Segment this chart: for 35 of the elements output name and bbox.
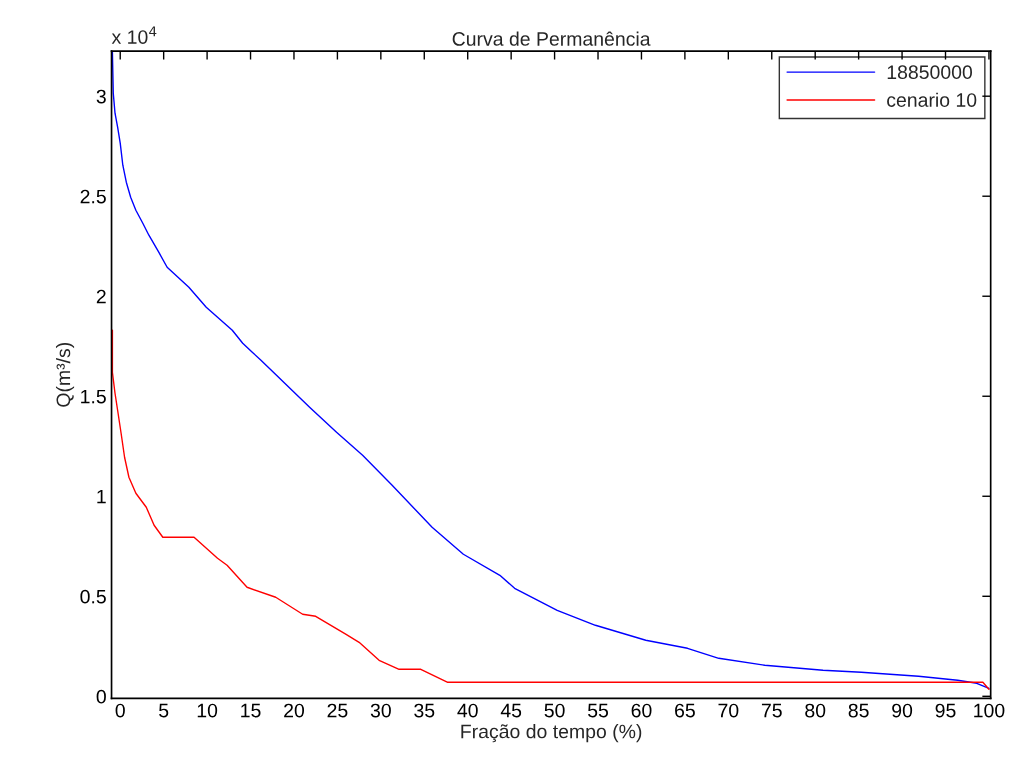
x-tick-label: 90 [892,703,913,718]
x-tick-label: 55 [587,703,609,718]
x-tick-label: 100 [974,703,1005,718]
x-tick-label: 5 [159,703,169,718]
y-axis-title: Q(m³/s) [55,343,75,407]
x-tick-label: 15 [241,703,261,718]
x-tick-label: 10 [197,703,218,718]
legend-label: cenario 10 [887,92,977,107]
y-tick-label: 0.5 [80,589,106,604]
y-tick-label: 2 [96,289,106,304]
y-tick-label: 2.5 [80,189,106,204]
x-axis-title: Fração do tempo (%) [461,724,642,743]
x-tick-label: 45 [500,703,522,718]
x-tick-label: 50 [544,703,565,718]
x-tick-label: 75 [761,703,782,718]
y-tick-label: 0 [96,689,106,704]
x-tick-label: 20 [284,703,305,718]
x-tick-label: 35 [414,703,435,718]
x-tick-label: 80 [805,703,826,718]
x-tick-label: 40 [457,703,478,718]
y-tick-label: 3 [96,89,106,104]
x-tick-label: 85 [848,703,869,718]
x-tick-label: 25 [327,703,348,718]
x-tick-label: 30 [370,703,391,718]
text: x 10$^{4}$ [111,26,157,44]
x-tick-label: 70 [718,703,739,718]
x-tick-label: 60 [631,703,652,718]
x-tick-label: 95 [935,703,956,718]
y-tick-label: 1 [97,489,106,504]
legend-label: 18850000 [887,65,973,80]
chart-title: Curva de Permanência [452,31,651,46]
line-series [111,329,990,690]
x-tick-label: 0 [115,703,125,718]
y-tick-label: 1.5 [81,389,106,404]
x-tick-label: 65 [675,703,695,718]
